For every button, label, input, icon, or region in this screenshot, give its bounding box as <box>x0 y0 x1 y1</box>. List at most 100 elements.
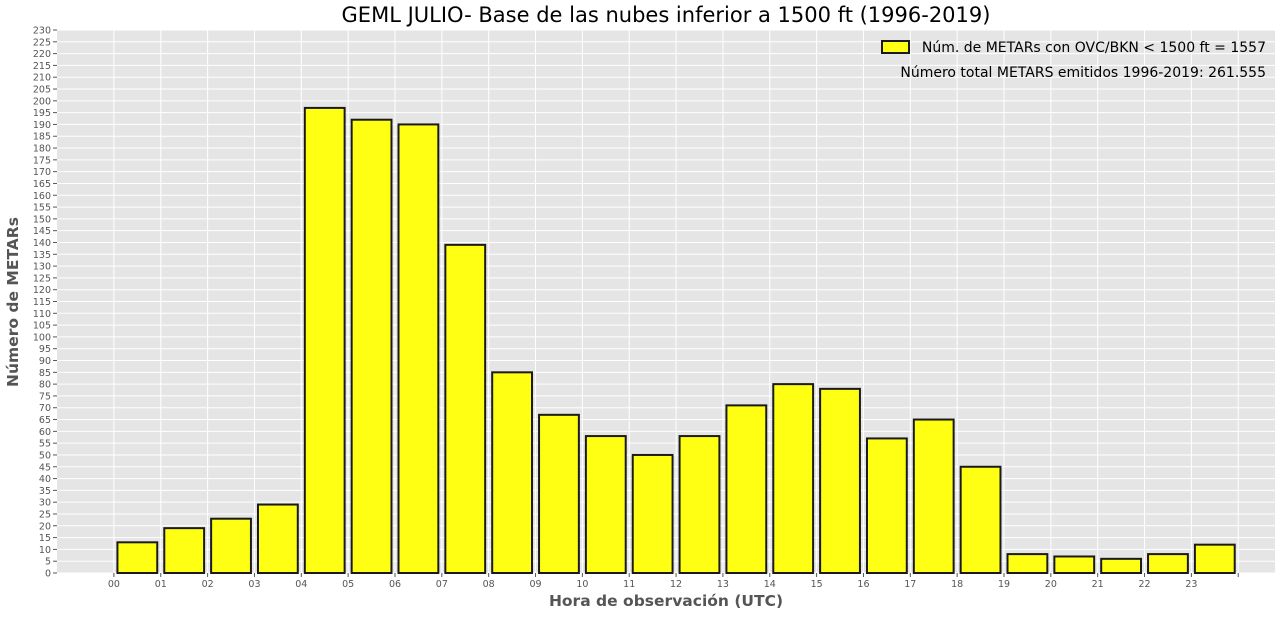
bar-02 <box>210 517 252 575</box>
y-tick-label: 115 <box>33 297 51 308</box>
bar-19 <box>1006 553 1049 574</box>
x-tick-label: 05 <box>342 579 354 590</box>
y-tick-label: 55 <box>39 439 51 450</box>
y-tick-label: 140 <box>33 238 51 249</box>
y-tick-label: 10 <box>39 545 51 556</box>
x-tick-label: 08 <box>483 579 495 590</box>
y-tick-label: 185 <box>33 132 51 143</box>
y-tick-label: 0 <box>45 569 51 580</box>
y-tick-label: 130 <box>33 262 51 273</box>
y-tick-label: 165 <box>33 179 51 190</box>
bar-09 <box>538 413 580 574</box>
y-tick-label: 180 <box>33 144 51 155</box>
bar-22 <box>1147 553 1189 574</box>
y-tick-label: 145 <box>33 226 51 237</box>
bar-06 <box>397 123 440 574</box>
x-axis-ticks: 00 01 02 03 04 05 06 07 08 09 10 11 12 13 14 15 16 17 18 19… <box>108 573 1239 590</box>
bars <box>116 106 1236 575</box>
bar-15 <box>819 387 861 574</box>
y-tick-label: 125 <box>33 273 51 284</box>
y-tick-label: 160 <box>33 191 51 202</box>
x-tick-label: 15 <box>811 579 823 590</box>
legend-swatch <box>881 40 910 54</box>
y-axis-ticks: 0510152025303540455055606570758085909510… <box>33 26 57 580</box>
y-tick-label: 15 <box>39 533 51 544</box>
bar-03 <box>256 503 299 575</box>
bar-16 <box>865 437 908 574</box>
y-tick-label: 230 <box>33 26 51 37</box>
y-tick-label: 220 <box>33 49 51 60</box>
bar-05 <box>350 118 393 574</box>
x-tick-label: 16 <box>857 579 869 590</box>
x-tick-label: 09 <box>529 579 541 590</box>
y-tick-label: 210 <box>33 73 51 84</box>
y-tick-label: 110 <box>33 309 51 320</box>
y-tick-label: 20 <box>39 521 51 532</box>
y-tick-label: 80 <box>39 380 51 391</box>
y-tick-label: 40 <box>39 474 51 485</box>
y-tick-label: 75 <box>39 391 51 402</box>
bar-01 <box>163 527 206 575</box>
y-tick-label: 120 <box>33 285 51 296</box>
bar-18 <box>959 465 1002 574</box>
bar-14 <box>772 383 815 574</box>
y-tick-label: 135 <box>33 250 51 261</box>
y-tick-label: 100 <box>33 332 51 343</box>
x-tick-label: 18 <box>951 579 963 590</box>
x-tick-label: 00 <box>108 579 120 590</box>
x-axis-label: Hora de observación (UTC) <box>549 592 783 610</box>
x-tick-label: 02 <box>202 579 214 590</box>
y-tick-label: 225 <box>33 37 51 48</box>
y-tick-label: 105 <box>33 321 51 332</box>
x-tick-label: 17 <box>904 579 916 590</box>
x-tick-label: 19 <box>998 579 1010 590</box>
chart-title: GEML JULIO- Base de las nubes inferior a… <box>342 3 991 27</box>
total-metars-annotation: Número total METARS emitidos 1996-2019: … <box>900 65 1266 81</box>
y-tick-label: 70 <box>39 403 51 414</box>
x-tick-label: 04 <box>295 579 307 590</box>
x-tick-label: 23 <box>1185 579 1197 590</box>
y-tick-label: 155 <box>33 203 51 214</box>
x-tick-label: 01 <box>155 579 167 590</box>
y-tick-label: 50 <box>39 450 51 461</box>
bar-23 <box>1193 543 1236 574</box>
y-tick-label: 5 <box>45 557 51 568</box>
bar-08 <box>491 371 534 574</box>
y-axis-label: Número de METARs <box>4 217 22 387</box>
y-tick-label: 215 <box>33 61 51 72</box>
y-tick-label: 200 <box>33 96 51 107</box>
y-tick-label: 95 <box>39 344 51 355</box>
bar-00 <box>116 541 159 575</box>
x-tick-label: 20 <box>1045 579 1057 590</box>
x-tick-label: 13 <box>717 579 729 590</box>
x-tick-label: 21 <box>1092 579 1104 590</box>
y-tick-label: 90 <box>39 356 51 367</box>
x-tick-label: 06 <box>389 579 401 590</box>
y-tick-label: 45 <box>39 462 51 473</box>
bar-07 <box>444 243 487 574</box>
y-tick-label: 190 <box>33 120 51 131</box>
y-tick-label: 60 <box>39 427 51 438</box>
y-tick-label: 30 <box>39 498 51 509</box>
y-tick-label: 85 <box>39 368 51 379</box>
y-tick-label: 150 <box>33 214 51 225</box>
legend-label: Núm. de METARs con OVC/BKN < 1500 ft = 1… <box>922 40 1266 56</box>
y-tick-label: 25 <box>39 509 51 520</box>
y-tick-label: 195 <box>33 108 51 119</box>
legend: Núm. de METARs con OVC/BKN < 1500 ft = 1… <box>881 40 1266 56</box>
bar-10 <box>584 435 627 575</box>
bar-20 <box>1053 555 1096 575</box>
bar-12 <box>678 435 721 575</box>
y-tick-label: 65 <box>39 415 51 426</box>
x-tick-label: 11 <box>623 579 635 590</box>
y-tick-label: 175 <box>33 155 51 166</box>
y-tick-label: 35 <box>39 486 51 497</box>
x-tick-label: 07 <box>436 579 448 590</box>
bar-21 <box>1100 557 1143 574</box>
x-tick-label: 10 <box>576 579 588 590</box>
y-tick-label: 205 <box>33 85 51 96</box>
bar-17 <box>912 418 955 575</box>
y-tick-label: 170 <box>33 167 51 178</box>
